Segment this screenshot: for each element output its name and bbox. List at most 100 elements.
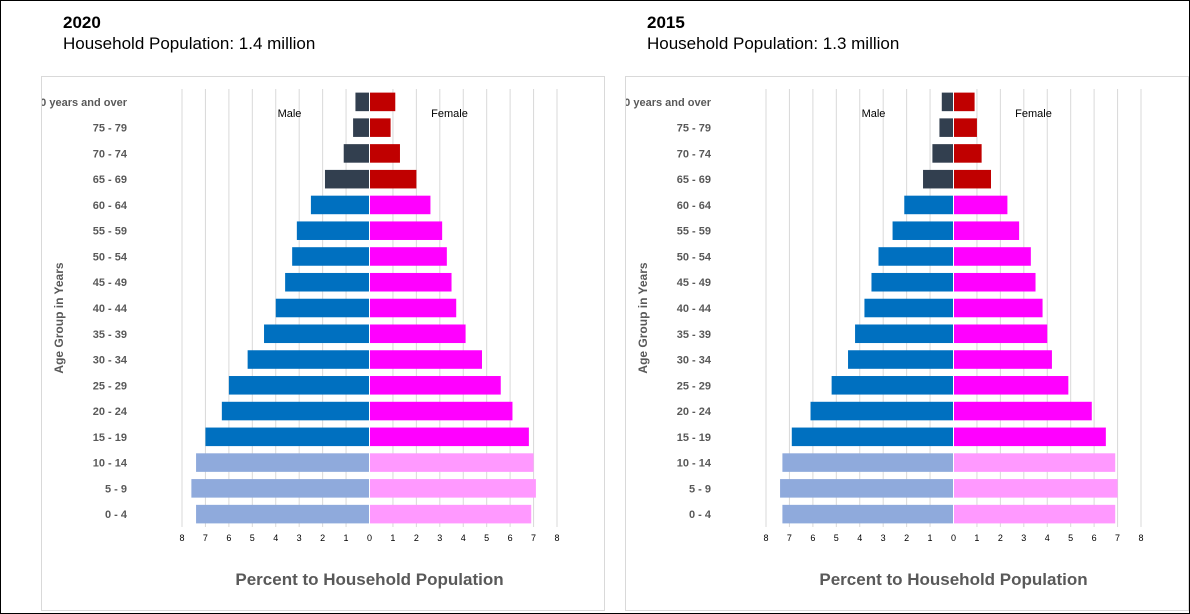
male-bar [196,504,370,524]
male-bar [904,195,954,215]
female-bar [369,427,529,447]
x-tick-label: 8 [1138,533,1143,543]
female-bar [369,504,532,524]
female-bar [369,118,391,137]
male-bar [892,221,954,240]
x-tick-label: 8 [554,533,559,543]
x-tick-label: 4 [273,533,278,543]
chart-2020-title: Household Population: 1.4 million [63,34,316,53]
x-tick-label: 8 [763,533,768,543]
male-bar [848,350,954,369]
age-group-label: 80 years and over [42,97,128,109]
male-bar [855,324,954,344]
female-bar [953,92,975,112]
female-bar [369,169,417,189]
female-bar [953,427,1106,447]
age-group-label: 0 - 4 [689,509,712,521]
female-bar [369,401,513,421]
x-tick-label: 4 [1045,533,1050,543]
age-group-label: 60 - 64 [93,200,128,212]
age-group-label: 70 - 74 [93,148,128,160]
x-axis-label: Percent to Household Population [235,570,503,589]
y-axis-label: Age Group in Years [52,262,66,373]
age-group-label: 50 - 54 [677,251,712,263]
age-group-label: 35 - 39 [677,329,711,341]
male-bar [355,92,370,112]
male-bar [343,144,370,163]
age-group-label: 15 - 19 [93,432,127,444]
male-bar [292,247,370,266]
male-bar [932,144,954,163]
chart-2020-year: 2020 [63,13,101,32]
male-bar [221,401,370,421]
age-group-label: 35 - 39 [93,329,127,341]
age-group-label: 75 - 79 [677,123,711,135]
male-bar [782,504,954,524]
x-tick-label: 7 [1115,533,1120,543]
age-group-label: 30 - 34 [677,355,712,367]
x-tick-label: 2 [320,533,325,543]
female-bar [953,324,1048,344]
female-bar [369,376,501,395]
male-bar [196,453,370,472]
age-group-label: 20 - 24 [93,406,128,418]
x-tick-label: 4 [857,533,862,543]
female-bar [953,298,1043,318]
male-bar [247,350,370,369]
chart-2020-heading: 2020 Household Population: 1.4 million [63,13,315,55]
x-tick-label: 3 [437,533,442,543]
female-bar [953,401,1092,421]
male-bar [791,427,954,447]
x-tick-label: 1 [928,533,933,543]
female-bar [953,504,1116,524]
x-tick-label: 0 [951,533,956,543]
age-group-label: 65 - 69 [677,174,711,186]
male-bar [878,247,954,266]
age-group-label: 30 - 34 [93,355,128,367]
female-bar [369,453,534,472]
series-label-male: Male [862,108,886,120]
age-group-label: 40 - 44 [93,303,128,315]
male-bar [810,401,954,421]
age-group-label: 20 - 24 [677,406,712,418]
male-bar [191,479,370,498]
age-group-label: 75 - 79 [93,123,127,135]
x-tick-label: 3 [1021,533,1026,543]
age-group-label: 15 - 19 [677,432,711,444]
male-bar [205,427,370,447]
male-bar [324,169,370,189]
female-bar [953,376,1069,395]
male-bar [939,118,954,137]
age-group-label: 25 - 29 [677,380,711,392]
male-bar [941,92,954,112]
chart-2015-heading: 2015 Household Population: 1.3 million [647,13,899,55]
x-tick-label: 4 [461,533,466,543]
x-tick-label: 0 [367,533,372,543]
series-label-female: Female [431,108,468,120]
female-bar [953,118,977,137]
male-bar [923,169,954,189]
x-tick-label: 1 [974,533,979,543]
age-group-label: 5 - 9 [105,483,127,495]
age-group-label: 45 - 49 [677,277,711,289]
x-tick-label: 1 [344,533,349,543]
age-group-label: 60 - 64 [677,200,712,212]
female-bar [369,298,457,318]
female-bar [953,195,1008,215]
x-tick-label: 6 [508,533,513,543]
female-bar [953,169,991,189]
age-group-label: 80 years and over [626,97,712,109]
male-bar [296,221,370,240]
female-bar [369,272,452,292]
x-tick-label: 3 [881,533,886,543]
chart-2015-panel: 80 years and over 75 - 79 70 - 74 65 - 69 60… [625,76,1189,611]
female-bar [369,195,431,215]
female-bar [369,221,443,240]
age-group-label: 55 - 59 [677,226,711,238]
female-bar [369,479,536,498]
x-tick-label: 2 [904,533,909,543]
female-bar [953,453,1116,472]
x-tick-label: 2 [998,533,1003,543]
x-tick-label: 6 [810,533,815,543]
